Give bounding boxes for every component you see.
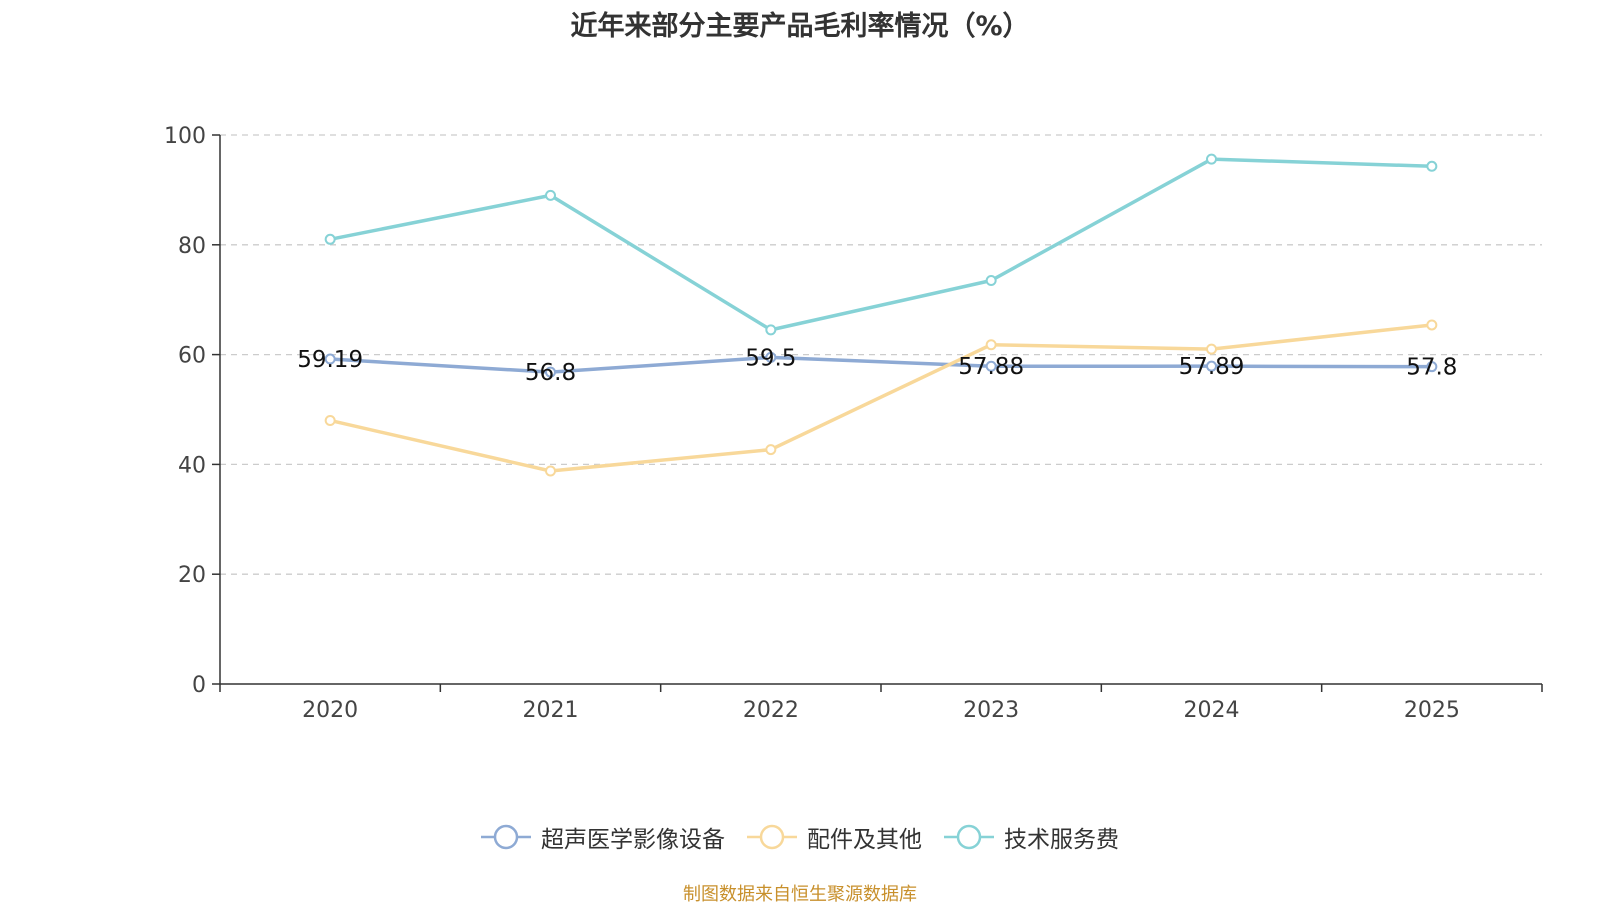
data-point [765, 444, 777, 456]
data-point [765, 324, 777, 336]
data-labels: 59.19 56.8 59.5 57.88 57.89 57.8 [297, 345, 1457, 386]
data-point [985, 360, 997, 372]
y-tick-label: 80 [178, 234, 206, 259]
y-tick-label: 40 [178, 453, 206, 478]
data-point [324, 414, 336, 426]
x-tick-label: 2020 [302, 698, 358, 723]
legend-label: 技术服务费 [1004, 827, 1119, 853]
data-point [1206, 360, 1217, 372]
data-label: 57.88 [958, 354, 1024, 380]
legend: 超声医学影像设备 配件及其他 技术服务费 [0, 820, 1600, 854]
legend-label: 超声医学影像设备 [541, 827, 725, 853]
y-tick-label: 0 [192, 673, 206, 698]
x-tick-label: 2023 [963, 698, 1019, 723]
data-point [324, 233, 336, 245]
legend-item[interactable]: 配件及其他 [747, 820, 922, 854]
series-line-2 [329, 323, 1433, 473]
data-point [1206, 153, 1217, 165]
y-tick-label: 100 [164, 124, 206, 149]
data-point [545, 465, 556, 477]
y-tick-label: 20 [178, 563, 206, 588]
data-point [985, 274, 997, 286]
data-point [545, 366, 556, 378]
legend-item[interactable]: 技术服务费 [944, 820, 1119, 854]
x-tick-label: 2022 [743, 698, 799, 723]
gridlines [220, 134, 1542, 575]
source-note: 制图数据来自恒生聚源数据库 [683, 884, 917, 905]
data-label: 57.89 [1179, 354, 1245, 380]
data-point [985, 339, 997, 351]
y-tick-label: 60 [178, 344, 206, 369]
x-tick-label: 2024 [1184, 698, 1240, 723]
legend-marker-icon [747, 824, 797, 850]
data-point [1426, 160, 1438, 172]
data-point [1426, 361, 1438, 373]
data-label: 59.5 [745, 345, 796, 371]
series-line-1 [330, 355, 1432, 374]
chart-title: 近年来部分主要产品毛利率情况（%） [570, 11, 1030, 42]
x-tick-label: 2025 [1404, 698, 1460, 723]
legend-marker-icon [944, 824, 994, 850]
data-label: 56.8 [525, 360, 576, 386]
data-point [324, 353, 336, 365]
legend-item[interactable]: 超声医学影像设备 [481, 820, 725, 854]
series-line-3 [329, 157, 1432, 332]
data-point [1206, 343, 1217, 355]
x-tick-label: 2021 [523, 698, 579, 723]
data-label: 59.19 [297, 347, 363, 373]
legend-label: 配件及其他 [807, 827, 922, 853]
data-point [1426, 319, 1438, 331]
data-point [545, 189, 556, 201]
data-point [765, 351, 777, 363]
legend-marker-icon [481, 824, 531, 850]
data-label: 57.8 [1406, 355, 1457, 381]
series [324, 153, 1438, 477]
axes: 0 20 40 60 80 100 2020 2021 2022 2023 2024 2025 [164, 124, 1543, 723]
